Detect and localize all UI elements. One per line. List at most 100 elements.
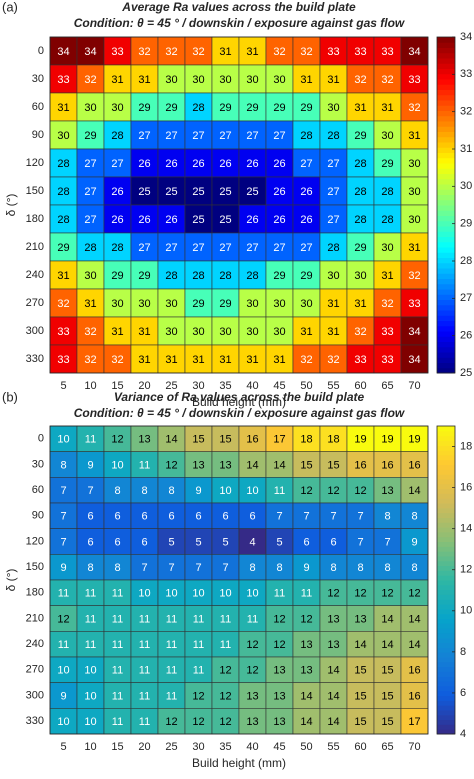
cell-label: 14 xyxy=(165,434,177,446)
heatmap-cell xyxy=(157,176,186,206)
cell-label: 29 xyxy=(354,242,366,254)
colorbar-segment xyxy=(437,450,455,456)
heatmap-cell xyxy=(103,288,132,318)
y-tick-label: 120 xyxy=(26,157,44,169)
cell-label: 26 xyxy=(165,214,177,226)
colorbar-tick-label: 14 xyxy=(460,523,472,535)
colorbar-segment xyxy=(437,278,455,285)
heatmap-cell xyxy=(319,477,348,504)
heatmap-cell xyxy=(238,554,267,581)
cell-label: 32 xyxy=(273,46,285,58)
cell-label: 5 xyxy=(168,536,174,548)
colorbar-segment xyxy=(437,575,455,581)
heatmap-cell xyxy=(319,708,348,735)
colorbar-segment xyxy=(437,642,455,648)
heatmap-cell xyxy=(238,120,267,150)
cell-label: 29 xyxy=(300,270,312,282)
colorbar-segment xyxy=(437,493,455,499)
cell-label: 17 xyxy=(273,434,285,446)
cell-label: 8 xyxy=(249,562,255,574)
colorbar-segment xyxy=(437,474,455,480)
cell-label: 31 xyxy=(138,74,150,86)
colorbar-segment xyxy=(437,304,455,311)
cell-label: 32 xyxy=(327,354,339,366)
heatmap-cell xyxy=(400,502,429,529)
colorbar-segment xyxy=(437,184,455,190)
heatmap-cell xyxy=(184,316,213,346)
cell-label: 33 xyxy=(354,46,366,58)
y-tick-label: 30 xyxy=(32,458,44,470)
colorbar-tick-label: 29 xyxy=(460,218,472,230)
cell-label: 26 xyxy=(165,158,177,170)
colorbar-segment xyxy=(437,430,455,437)
x-axis-label: Build height (mm) xyxy=(192,395,286,409)
cell-label: 12 xyxy=(354,588,366,600)
colorbar-segment xyxy=(437,464,455,470)
heatmap-cell xyxy=(400,176,429,206)
cell-label: 14 xyxy=(327,665,339,677)
heatmap-cell xyxy=(346,682,375,709)
colorbar-tick-label: 4 xyxy=(460,728,466,740)
colorbar-segment xyxy=(437,367,455,374)
cell-label: 26 xyxy=(219,158,231,170)
cell-label: 11 xyxy=(274,485,285,497)
cell-label: 28 xyxy=(219,270,231,282)
x-tick-label: 25 xyxy=(165,380,177,392)
colorbar-segment xyxy=(437,310,455,316)
cell-label: 15 xyxy=(300,459,312,471)
cell-label: 30 xyxy=(111,298,123,310)
cell-label: 10 xyxy=(84,665,96,677)
heatmap-cell xyxy=(211,232,240,262)
heatmap-cell xyxy=(373,682,402,709)
cell-label: 6 xyxy=(222,511,228,523)
cell-label: 30 xyxy=(219,326,231,338)
cell-label: 14 xyxy=(381,639,393,651)
cell-label: 34 xyxy=(57,46,69,58)
colorbar-segment xyxy=(437,346,455,353)
panel-label: (b) xyxy=(2,389,18,404)
x-tick-label: 15 xyxy=(111,380,123,392)
colorbar-segment xyxy=(437,299,455,306)
heatmap-cell xyxy=(211,605,240,632)
colorbar-segment xyxy=(437,604,455,610)
cell-label: 8 xyxy=(276,562,282,574)
heatmap-cell xyxy=(346,92,375,122)
cell-label: 7 xyxy=(87,485,93,497)
heatmap-cell xyxy=(130,477,159,504)
colorbar-segment xyxy=(437,42,455,48)
y-axis-label: δ (°) xyxy=(4,569,18,592)
cell-label: 25 xyxy=(246,186,258,198)
heatmap-cell xyxy=(103,316,132,346)
cell-label: 28 xyxy=(57,158,69,170)
cell-label: 12 xyxy=(192,716,204,728)
cell-label: 14 xyxy=(327,690,339,702)
heatmap-cell xyxy=(346,708,375,735)
heatmap-cell xyxy=(49,425,78,452)
heatmap-cell xyxy=(373,554,402,581)
cell-label: 7 xyxy=(276,511,282,523)
colorbar-segment xyxy=(437,709,455,716)
heatmap-cell xyxy=(346,554,375,581)
cell-label: 11 xyxy=(274,588,285,600)
heatmap-cell xyxy=(373,631,402,658)
x-tick-label: 10 xyxy=(84,741,96,753)
cell-label: 13 xyxy=(138,434,150,446)
colorbar-segment xyxy=(437,594,455,600)
cell-label: 9 xyxy=(411,536,417,548)
colorbar-segment xyxy=(437,199,455,206)
cell-label: 27 xyxy=(138,130,150,142)
colorbar-segment xyxy=(437,352,455,358)
cell-label: 30 xyxy=(219,74,231,86)
colorbar-segment xyxy=(437,435,455,441)
heatmap-cell xyxy=(373,528,402,555)
cell-label: 30 xyxy=(165,326,177,338)
cell-label: 33 xyxy=(57,326,69,338)
colorbar-segment xyxy=(437,220,455,227)
heatmap-cell xyxy=(265,176,294,206)
colorbar-segment xyxy=(437,47,455,54)
cell-label: 29 xyxy=(138,102,150,114)
heatmap-cell xyxy=(184,36,213,66)
cell-label: 7 xyxy=(357,536,363,548)
cell-label: 13 xyxy=(273,716,285,728)
